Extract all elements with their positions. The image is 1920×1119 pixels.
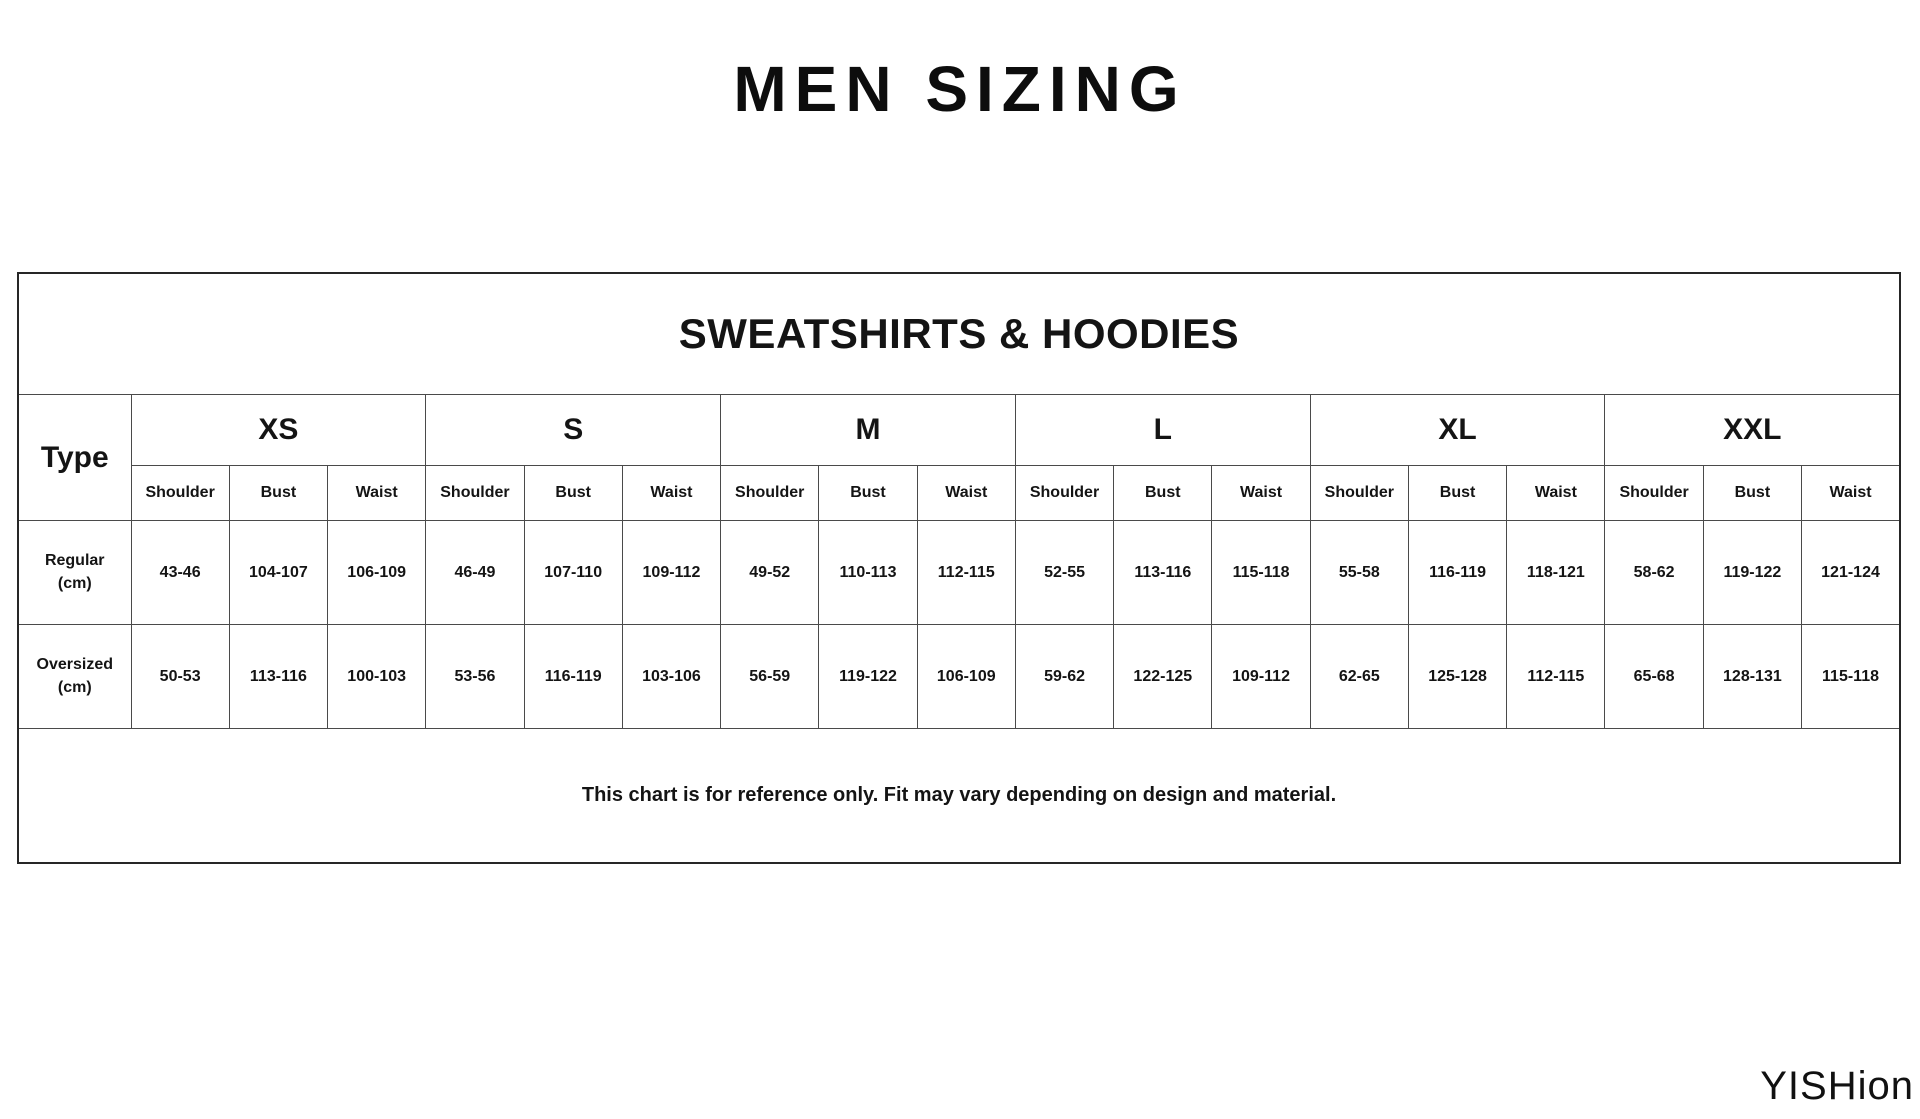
footnote: This chart is for reference only. Fit ma… <box>17 728 1901 864</box>
size-header-xs: XS <box>130 394 427 466</box>
measure-header-waist: Waist <box>1801 465 1901 521</box>
row-label-unit: (cm) <box>57 574 92 592</box>
table-cell: 104-107 <box>228 520 329 625</box>
table-title-row: SWEATSHIRTS & HOODIES <box>17 272 1901 395</box>
measure-header-shoulder: Shoulder <box>1014 465 1115 521</box>
row-label-regular: Regular (cm) <box>17 520 132 625</box>
table-cell: 116-119 <box>1407 520 1508 625</box>
table-cell: 112-115 <box>916 520 1016 625</box>
size-header-row: Type XS S M L XL XXL <box>17 394 1901 521</box>
measure-header-shoulder: Shoulder <box>130 465 230 521</box>
table-cell: 109-112 <box>1211 624 1311 729</box>
table-cell: 116-119 <box>523 624 623 729</box>
measurement-header-row: Shoulder Bust Waist Shoulder Bust Waist … <box>18 465 1901 521</box>
sizing-table: SWEATSHIRTS & HOODIES Type XS S M L XL X… <box>17 272 1901 864</box>
page-title: MEN SIZING <box>733 53 1187 125</box>
table-cell: 115-118 <box>1211 520 1311 625</box>
table-cell: 113-116 <box>1113 520 1213 625</box>
measure-header-bust: Bust <box>1702 465 1803 521</box>
table-cell: 118-121 <box>1506 520 1606 625</box>
table-cell: 107-110 <box>523 520 623 625</box>
measure-header-shoulder: Shoulder <box>720 465 820 521</box>
table-cell: 49-52 <box>720 520 820 625</box>
row-label-text: Oversized <box>36 656 113 674</box>
table-cell: 58-62 <box>1604 520 1704 625</box>
table-cell: 119-122 <box>818 624 918 729</box>
table-cell: 115-118 <box>1801 624 1901 729</box>
measure-header-bust: Bust <box>818 465 918 521</box>
measure-header-bust: Bust <box>1113 465 1213 521</box>
table-cell: 121-124 <box>1801 520 1901 625</box>
table-cell: 46-49 <box>425 520 525 625</box>
table-cell: 59-62 <box>1014 624 1115 729</box>
table-cell: 50-53 <box>130 624 230 729</box>
measure-header-waist: Waist <box>327 465 427 521</box>
size-header-s: S <box>425 394 722 466</box>
table-cell: 43-46 <box>130 520 230 625</box>
type-header: Type <box>17 394 132 521</box>
table-cell: 52-55 <box>1014 520 1115 625</box>
measure-header-shoulder: Shoulder <box>1604 465 1704 521</box>
size-header-xl: XL <box>1309 394 1606 466</box>
table-cell: 125-128 <box>1407 624 1508 729</box>
measure-header-shoulder: Shoulder <box>425 465 525 521</box>
measure-header-waist: Waist <box>916 465 1016 521</box>
table-cell: 106-109 <box>916 624 1016 729</box>
size-header-m: M <box>720 394 1016 466</box>
measure-header-waist: Waist <box>1211 465 1311 521</box>
table-cell: 119-122 <box>1702 520 1803 625</box>
table-title: SWEATSHIRTS & HOODIES <box>17 272 1901 395</box>
measure-header-bust: Bust <box>228 465 329 521</box>
table-cell: 55-58 <box>1309 520 1409 625</box>
table-cell: 100-103 <box>327 624 427 729</box>
footnote-row: This chart is for reference only. Fit ma… <box>17 728 1901 864</box>
measure-header-bust: Bust <box>523 465 623 521</box>
table-cell: 122-125 <box>1113 624 1213 729</box>
row-label-text: Regular <box>44 552 105 570</box>
table-cell: 65-68 <box>1604 624 1704 729</box>
table-cell: 103-106 <box>621 624 722 729</box>
measure-header-waist: Waist <box>1506 465 1606 521</box>
table-cell: 110-113 <box>818 520 918 625</box>
table-cell: 113-116 <box>228 624 329 729</box>
measure-header-waist: Waist <box>621 465 722 521</box>
brand-logo: YISHion <box>1760 1064 1914 1108</box>
measure-header-bust: Bust <box>1407 465 1508 521</box>
table-cell: 56-59 <box>720 624 820 729</box>
table-cell: 109-112 <box>621 520 722 625</box>
table-cell: 128-131 <box>1702 624 1803 729</box>
row-label-oversized: Oversized (cm) <box>17 624 132 729</box>
table-cell: 112-115 <box>1506 624 1606 729</box>
table-cell: 106-109 <box>327 520 427 625</box>
table-row-oversized: Oversized (cm) 50-53 113-116 100-103 53-… <box>17 624 1901 729</box>
size-header-l: L <box>1014 394 1311 466</box>
size-header-xxl: XXL <box>1604 394 1901 466</box>
row-label-unit: (cm) <box>57 678 92 696</box>
table-cell: 62-65 <box>1309 624 1409 729</box>
table-row-regular: Regular (cm) 43-46 104-107 106-109 46-49… <box>17 520 1901 625</box>
measure-header-shoulder: Shoulder <box>1309 465 1409 521</box>
table-cell: 53-56 <box>425 624 525 729</box>
